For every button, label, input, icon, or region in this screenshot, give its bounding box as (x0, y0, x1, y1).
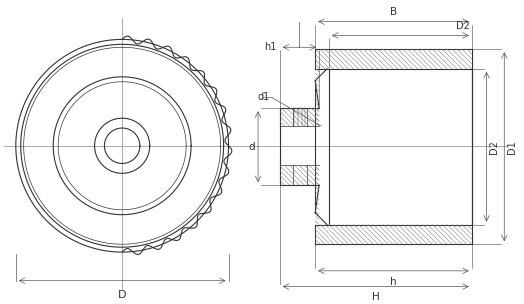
Text: d1: d1 (258, 92, 270, 102)
Text: H: H (372, 292, 379, 302)
Text: h: h (390, 277, 397, 287)
Text: D1: D1 (507, 140, 517, 154)
Text: D: D (118, 289, 126, 299)
Text: B: B (390, 7, 397, 17)
Text: D2: D2 (456, 21, 470, 30)
Text: d: d (248, 142, 255, 152)
Text: h1: h1 (265, 42, 277, 52)
Text: D2: D2 (489, 140, 499, 154)
